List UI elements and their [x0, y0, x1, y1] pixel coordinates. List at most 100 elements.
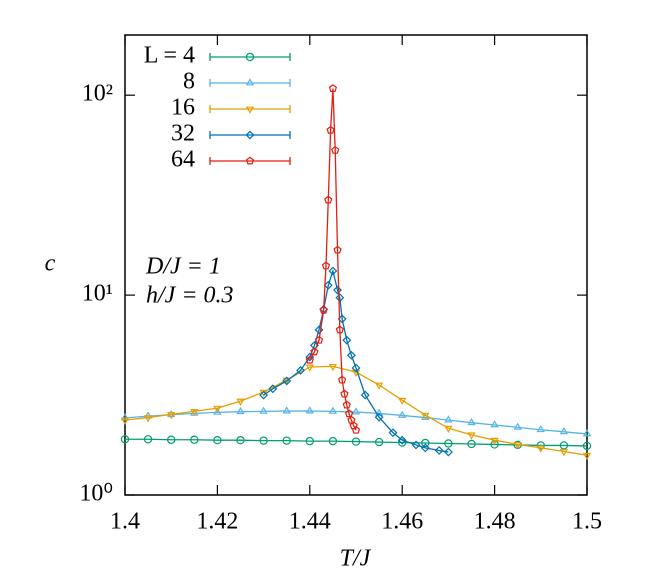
data-point — [305, 364, 314, 372]
data-point — [321, 261, 331, 270]
y-tick-label: 10¹ — [82, 281, 113, 307]
legend-marker — [245, 78, 255, 86]
data-point — [467, 432, 476, 440]
data-point — [360, 390, 370, 400]
x-tick-label: 1.48 — [474, 509, 516, 535]
series-line — [125, 438, 588, 447]
series-line — [309, 88, 357, 431]
data-point — [333, 245, 342, 254]
data-point — [582, 441, 592, 451]
data-point — [324, 195, 333, 204]
data-point — [536, 441, 546, 450]
data-point — [236, 435, 245, 445]
legend-marker — [245, 106, 255, 114]
data-point — [282, 376, 292, 386]
data-point — [374, 382, 384, 390]
data-point — [282, 377, 291, 385]
data-point — [347, 415, 356, 424]
data-point — [398, 397, 407, 405]
data-point — [328, 266, 338, 276]
data-point — [213, 405, 222, 413]
data-point — [328, 406, 338, 414]
data-point — [326, 125, 335, 134]
data-point — [314, 335, 324, 344]
data-point — [513, 442, 522, 450]
data-point — [282, 436, 291, 445]
legend-label: 64 — [171, 147, 195, 173]
data-point — [213, 435, 222, 445]
data-point — [296, 365, 306, 375]
data-point — [559, 441, 569, 450]
data-point — [536, 424, 545, 433]
data-point — [398, 438, 407, 447]
y-tick-label: 10⁰ — [79, 481, 113, 507]
data-point — [444, 415, 453, 423]
legend-marker — [245, 130, 255, 140]
data-point — [388, 428, 398, 438]
legend-label: 8 — [183, 69, 195, 95]
data-point — [335, 325, 344, 334]
y-tick-label: 10² — [82, 81, 113, 107]
series-line — [124, 410, 588, 435]
data-point — [420, 443, 430, 453]
data-point — [268, 384, 278, 394]
annotation: h/J = 0.3 — [146, 283, 234, 309]
data-point — [397, 435, 407, 445]
data-point — [338, 375, 347, 384]
data-point — [374, 408, 384, 416]
data-point — [444, 439, 453, 448]
data-point — [411, 440, 421, 450]
data-point — [305, 352, 315, 362]
data-point — [444, 425, 453, 433]
data-point — [213, 407, 222, 415]
legend-label: L = 4 — [144, 43, 195, 69]
data-point — [167, 412, 176, 420]
data-point — [319, 305, 328, 314]
data-point — [190, 435, 199, 444]
data-point — [351, 407, 361, 415]
data-point — [236, 398, 245, 406]
data-point — [190, 408, 199, 417]
data-point — [143, 435, 153, 444]
x-axis-label: T/J — [340, 546, 372, 572]
data-point — [536, 445, 545, 453]
data-point — [259, 436, 268, 445]
x-tick-label: 1.4 — [110, 509, 140, 535]
x-tick-label: 1.44 — [289, 509, 331, 535]
data-point — [340, 389, 349, 398]
legend-label: 16 — [171, 95, 195, 121]
x-tick-label: 1.42 — [196, 509, 238, 535]
data-point — [490, 420, 499, 428]
data-point — [120, 435, 130, 444]
data-point — [305, 406, 314, 414]
data-point — [337, 314, 347, 324]
data-point — [559, 449, 569, 457]
data-point — [328, 436, 338, 446]
data-point — [305, 436, 314, 446]
data-point — [443, 447, 453, 457]
annotation: D/J = 1 — [145, 254, 221, 280]
data-point — [559, 427, 569, 435]
series-line — [263, 268, 449, 453]
data-point — [351, 363, 361, 373]
data-point — [335, 293, 345, 303]
y-axis-label: c — [45, 251, 56, 277]
plot-frame — [124, 34, 588, 496]
data-point — [467, 417, 476, 426]
data-point — [398, 410, 407, 418]
data-point — [259, 390, 269, 400]
data-point — [166, 435, 176, 444]
data-point — [236, 406, 245, 415]
data-point — [346, 350, 356, 360]
data-point — [328, 84, 338, 93]
data-point — [490, 437, 499, 445]
data-point — [305, 355, 314, 364]
data-point — [351, 425, 361, 434]
data-point — [374, 412, 384, 422]
data-point — [434, 446, 444, 455]
data-point — [331, 145, 340, 154]
legend-marker — [245, 52, 255, 62]
data-point — [259, 406, 268, 414]
data-point — [342, 400, 351, 409]
